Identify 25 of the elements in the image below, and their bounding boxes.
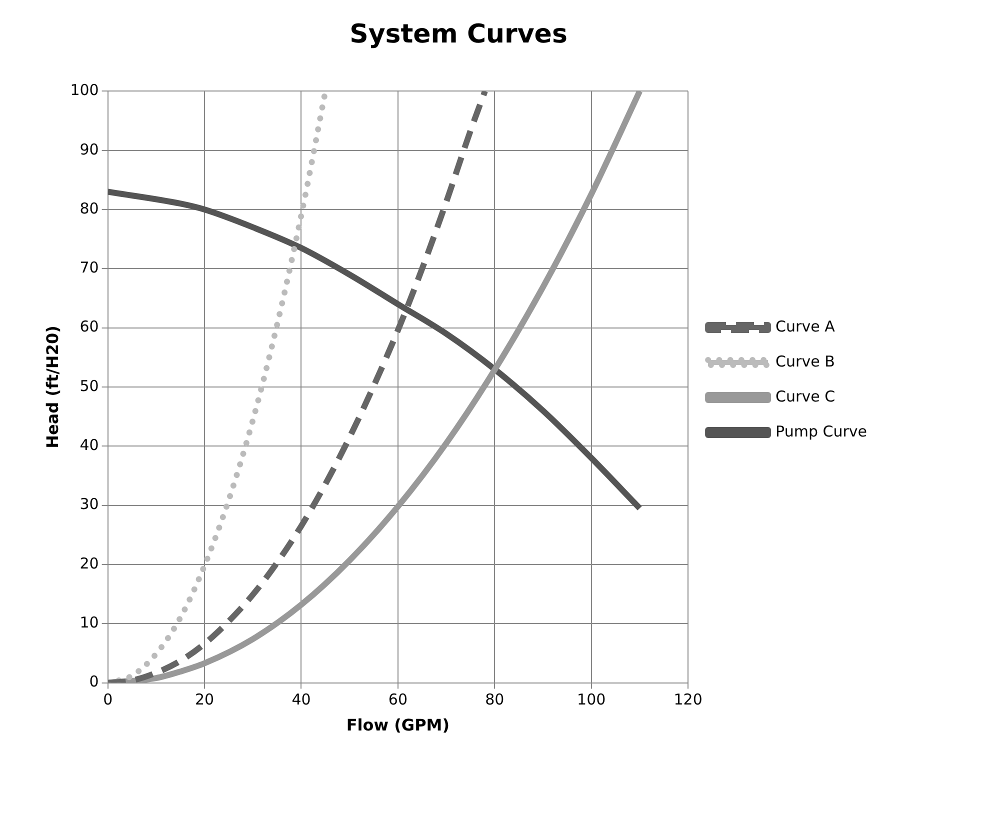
y-axis-title: Head (ft/H20) [42, 326, 62, 448]
legend-label: Pump Curve [776, 422, 868, 440]
legend-label: Curve A [776, 317, 836, 336]
x-tick-label: 80 [485, 690, 504, 709]
x-tick-label: 100 [577, 690, 606, 709]
legend-label: Curve B [776, 352, 835, 370]
y-tick-label: 10 [80, 614, 99, 632]
y-tick-label: 70 [80, 258, 99, 277]
chart-title: System Curves [350, 19, 568, 50]
y-tick-label: 90 [80, 140, 99, 158]
y-tick-label: 40 [80, 436, 99, 454]
x-tick-label: 40 [292, 690, 311, 709]
y-tick-label: 50 [80, 376, 99, 395]
y-tick-label: 100 [70, 81, 99, 100]
y-tick-label: 20 [80, 554, 99, 572]
x-tick-label: 120 [674, 690, 702, 709]
x-tick-label: 20 [194, 690, 214, 709]
legend-label: Curve C [776, 387, 836, 406]
y-tick-label: 0 [89, 672, 99, 691]
x-axis-title: Flow (GPM) [346, 716, 450, 735]
x-tick-label: 0 [103, 690, 113, 709]
x-tick-label: 60 [388, 690, 408, 709]
y-tick-label: 30 [80, 495, 99, 514]
y-tick-label: 60 [80, 318, 99, 336]
y-tick-label: 80 [80, 199, 99, 218]
